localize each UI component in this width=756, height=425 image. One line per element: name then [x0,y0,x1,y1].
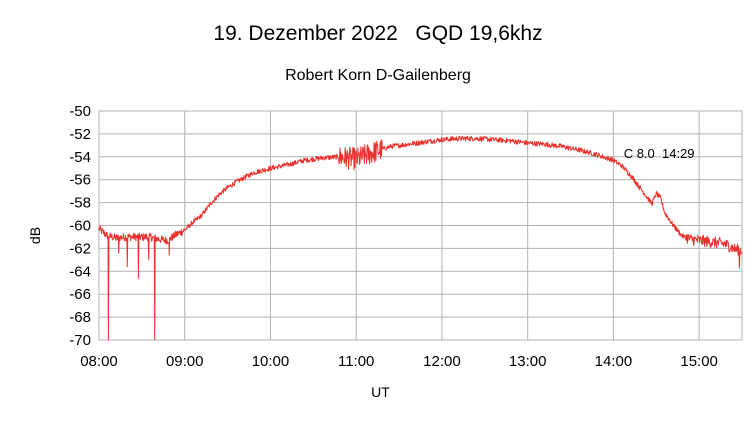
x-tick-label: 15:00 [680,353,718,370]
y-tick-label: -66 [69,286,91,303]
y-tick-label: -60 [69,218,91,235]
y-tick-label: -70 [69,332,91,349]
x-tick-labels: 08:00 09:00 10:00 11:00 12:00 13:00 14:00 15:00 [80,353,718,370]
y-tick-label: -58 [69,195,91,212]
y-tick-label: -50 [69,103,91,120]
y-tick-label: -64 [69,263,91,280]
series-layer [98,135,743,341]
y-tick-label: -62 [69,240,91,257]
chart-title: 19. Dezember 2022 GQD 19,6khz [213,22,543,45]
y-tick-label: -68 [69,309,91,326]
x-tick-label: 13:00 [509,353,547,370]
x-tick-label: 11:00 [338,353,374,370]
x-axis-label: UT [371,384,390,400]
series-line [98,135,743,341]
y-tick-label: -52 [69,126,91,143]
y-axis-label: dB [27,227,43,244]
y-tick-label: -54 [69,149,91,166]
x-tick-label: 08:00 [80,353,118,370]
x-tick-label: 09:00 [166,353,204,370]
x-tick-label: 12:00 [423,353,461,370]
x-tick-label: 14:00 [595,353,633,370]
x-tick-label: 10:00 [252,353,290,370]
y-tick-label: -56 [69,172,91,189]
chart-subtitle: Robert Korn D-Gailenberg [285,67,471,84]
plot-frame [98,110,743,341]
chart-annotation: C 8.0 14:29 [624,146,695,161]
y-tick-labels: -50 -52 -54 -56 -58 -60 -62 -64 -66 -68 -70 [69,103,91,349]
